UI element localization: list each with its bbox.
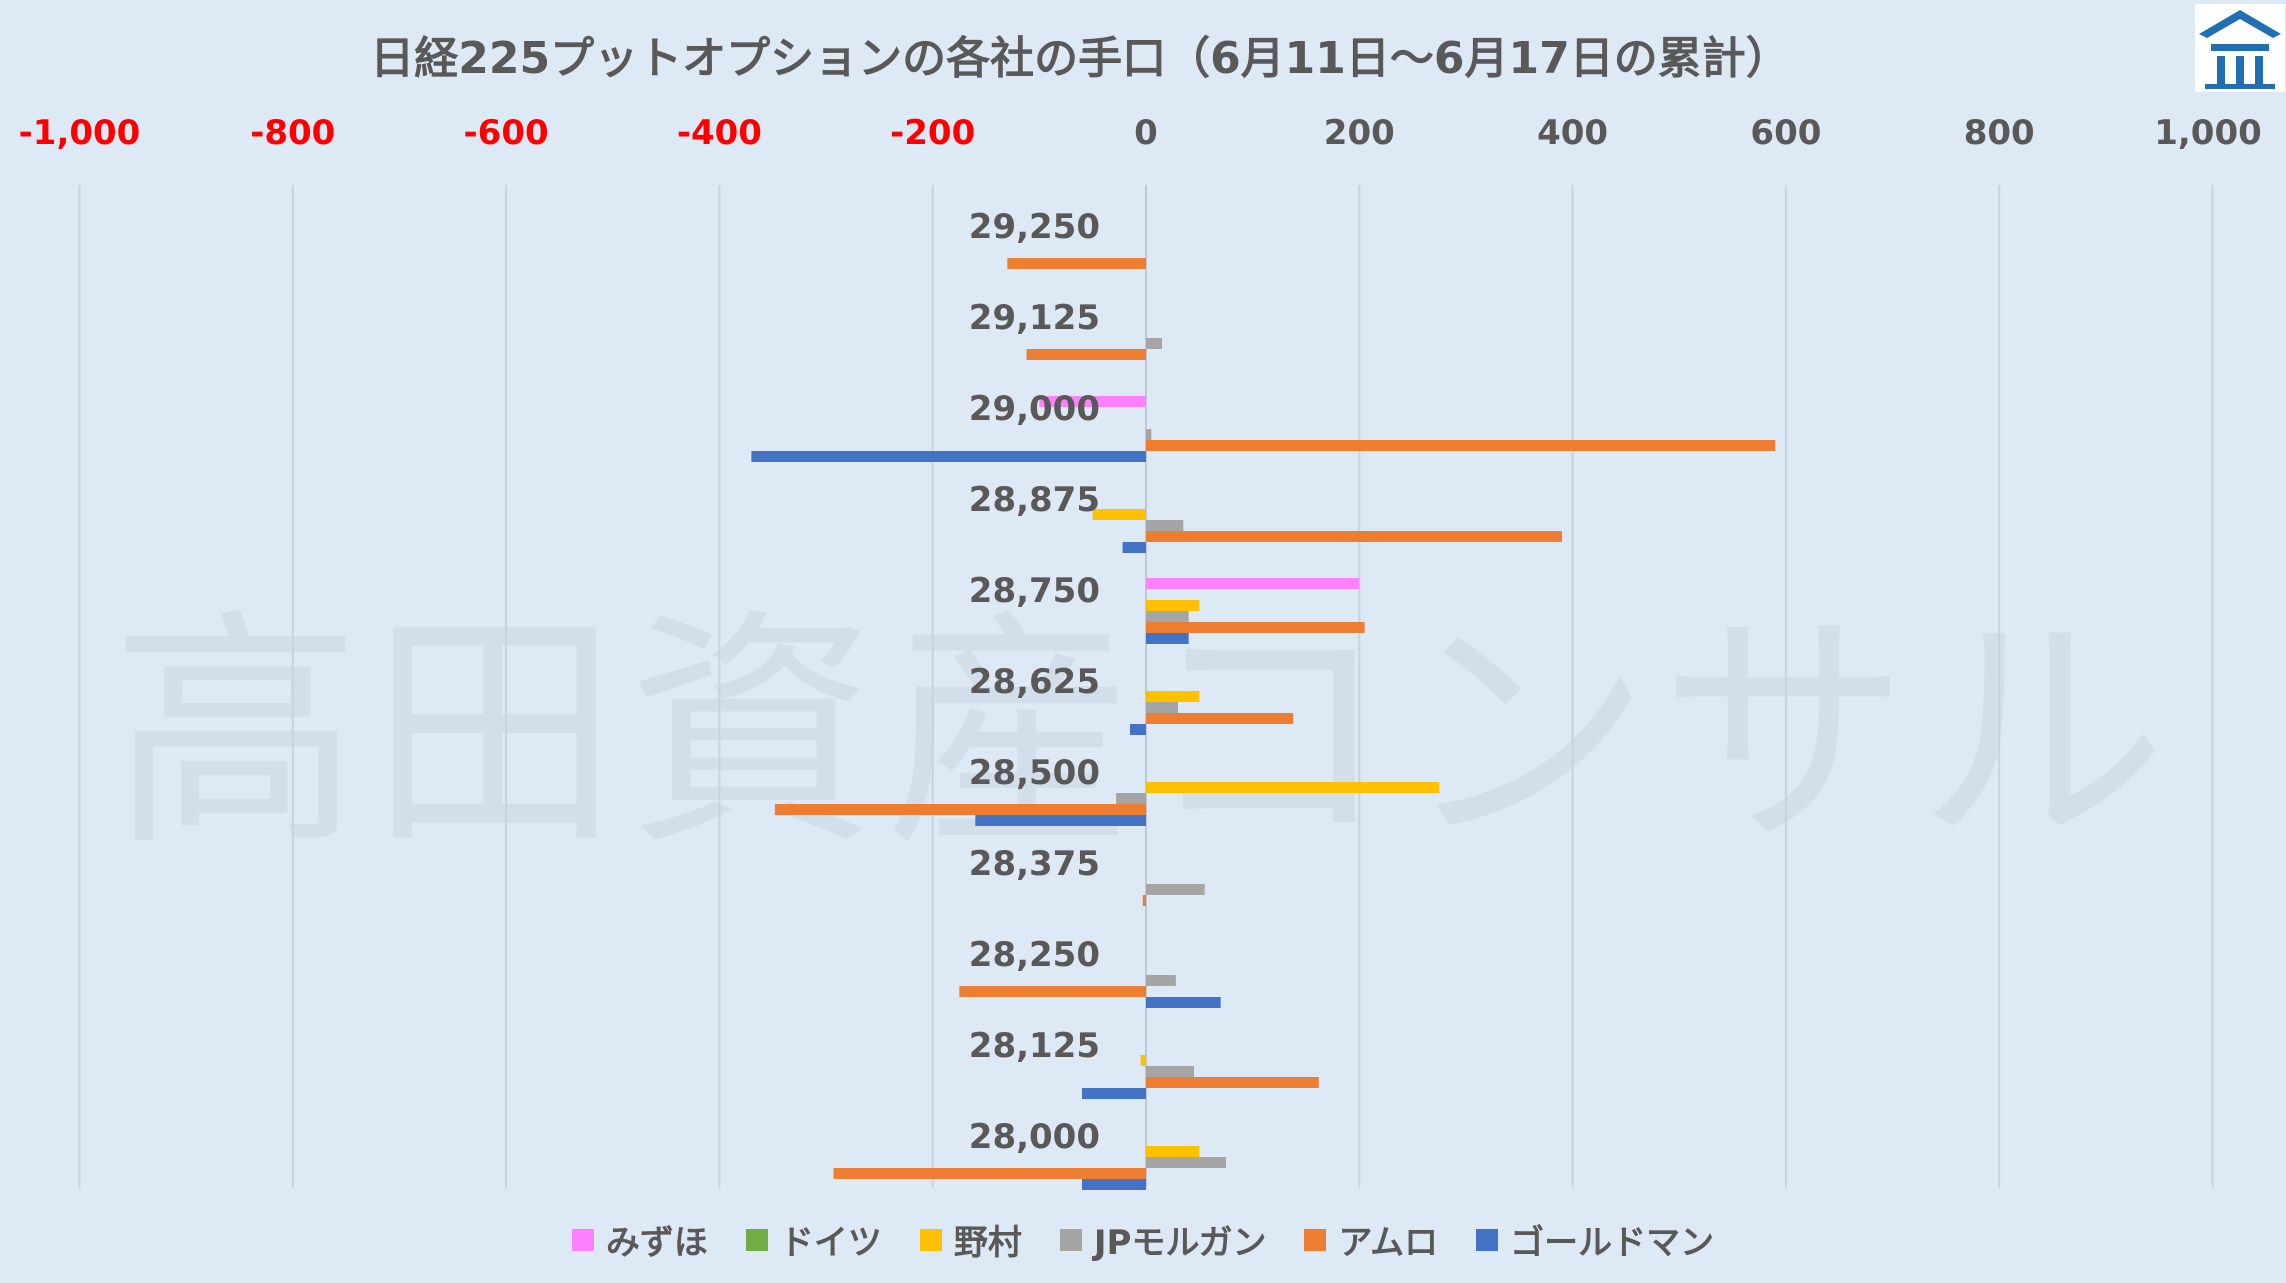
legend-swatch bbox=[1059, 1228, 1082, 1251]
bar bbox=[1142, 895, 1146, 906]
bar bbox=[1146, 702, 1178, 713]
legend-item[interactable]: 野村 bbox=[919, 1215, 1022, 1264]
bar bbox=[1130, 724, 1146, 735]
bar bbox=[1146, 713, 1294, 724]
bar bbox=[1146, 338, 1162, 349]
bars bbox=[751, 258, 1776, 1190]
legend-label: JPモルガン bbox=[1093, 1223, 1267, 1263]
bar bbox=[1146, 884, 1205, 895]
bar bbox=[1007, 258, 1146, 269]
category-label: 28,250 bbox=[969, 935, 1100, 975]
legend-swatch bbox=[571, 1228, 594, 1251]
bar bbox=[1116, 793, 1146, 804]
bar bbox=[1146, 578, 1360, 589]
legend-item[interactable]: ゴールドマン bbox=[1476, 1215, 1714, 1264]
x-tick-label: 800 bbox=[1964, 113, 2035, 153]
bar bbox=[1146, 520, 1184, 531]
x-tick-label: -600 bbox=[464, 113, 549, 153]
bar bbox=[1146, 1077, 1319, 1088]
bar bbox=[1146, 622, 1365, 633]
category-label: 28,375 bbox=[969, 844, 1100, 884]
bar bbox=[975, 815, 1146, 826]
x-tick-label: -1,000 bbox=[19, 113, 141, 153]
bar bbox=[1092, 509, 1146, 520]
x-tick-label: -200 bbox=[890, 113, 975, 153]
legend-swatch bbox=[1304, 1228, 1327, 1251]
x-tick-label: 400 bbox=[1537, 113, 1608, 153]
x-tick-label: -400 bbox=[677, 113, 762, 153]
bar bbox=[1146, 531, 1562, 542]
category-label: 28,875 bbox=[969, 480, 1100, 520]
legend-item[interactable]: アムロ bbox=[1304, 1215, 1438, 1264]
bar bbox=[1146, 782, 1440, 793]
bar bbox=[1039, 396, 1146, 407]
legend-item[interactable]: JPモルガン bbox=[1059, 1215, 1267, 1264]
bar bbox=[1146, 600, 1200, 611]
chart-plot: -1,000 -800 -600 -400 -200 0 200 400 600 800 1,000… bbox=[19, 113, 2262, 1190]
bar bbox=[1026, 349, 1146, 360]
bar bbox=[1146, 997, 1221, 1008]
bar bbox=[833, 1168, 1146, 1179]
bar bbox=[1146, 691, 1200, 702]
category-label: 28,750 bbox=[969, 571, 1100, 611]
legend-label: ゴールドマン bbox=[1510, 1223, 1715, 1263]
bar bbox=[1146, 1157, 1226, 1168]
chart-title: 日経225プットオプションの各社の手口（6月11日～6月17日の累計） bbox=[370, 33, 1790, 84]
bar bbox=[959, 986, 1146, 997]
legend-label: 野村 bbox=[953, 1223, 1022, 1263]
category-label: 28,500 bbox=[969, 753, 1100, 793]
x-tick-label: 0 bbox=[1134, 113, 1158, 153]
legend: みずほ ドイツ 野村 JPモルガン アムロ ゴールドマン bbox=[0, 1215, 2286, 1264]
x-tick-label: -800 bbox=[250, 113, 335, 153]
category-label: 29,250 bbox=[969, 207, 1100, 247]
bar bbox=[1146, 1066, 1194, 1077]
category-labels: 29,250 29,125 29,000 28,875 28,750 28,625 28,5… bbox=[969, 207, 1100, 1157]
x-tick-label: 200 bbox=[1324, 113, 1395, 153]
bar bbox=[1146, 611, 1189, 622]
category-label: 29,000 bbox=[969, 389, 1100, 429]
bar bbox=[1146, 633, 1189, 644]
category-label: 28,000 bbox=[969, 1117, 1100, 1157]
bar bbox=[1082, 1179, 1146, 1190]
bar bbox=[1146, 429, 1152, 440]
x-axis-ticks: -1,000 -800 -600 -400 -200 0 200 400 600 800 1,000 bbox=[19, 113, 2262, 153]
bar bbox=[1146, 440, 1776, 451]
legend-label: アムロ bbox=[1338, 1223, 1439, 1263]
legend-item[interactable]: ドイツ bbox=[745, 1215, 882, 1264]
x-tick-label: 600 bbox=[1750, 113, 1821, 153]
bar bbox=[1122, 542, 1146, 553]
legend-swatch bbox=[1476, 1228, 1499, 1251]
shrine-roof-logo-icon bbox=[2195, 4, 2285, 92]
category-label: 28,625 bbox=[969, 662, 1100, 702]
gridlines bbox=[78, 185, 2214, 1188]
bar bbox=[751, 451, 1146, 462]
legend-item[interactable]: みずほ bbox=[571, 1215, 708, 1264]
bar bbox=[1146, 975, 1176, 986]
bar bbox=[774, 804, 1146, 815]
legend-swatch bbox=[745, 1228, 768, 1251]
x-tick-label: 1,000 bbox=[2154, 113, 2262, 153]
category-label: 28,125 bbox=[969, 1026, 1100, 1066]
category-label: 29,125 bbox=[969, 298, 1100, 338]
bar bbox=[1140, 1055, 1146, 1066]
bar bbox=[1146, 1146, 1200, 1157]
bar bbox=[1082, 1088, 1146, 1099]
legend-swatch bbox=[919, 1228, 942, 1251]
legend-label: みずほ bbox=[605, 1223, 708, 1263]
legend-label: ドイツ bbox=[779, 1223, 882, 1263]
